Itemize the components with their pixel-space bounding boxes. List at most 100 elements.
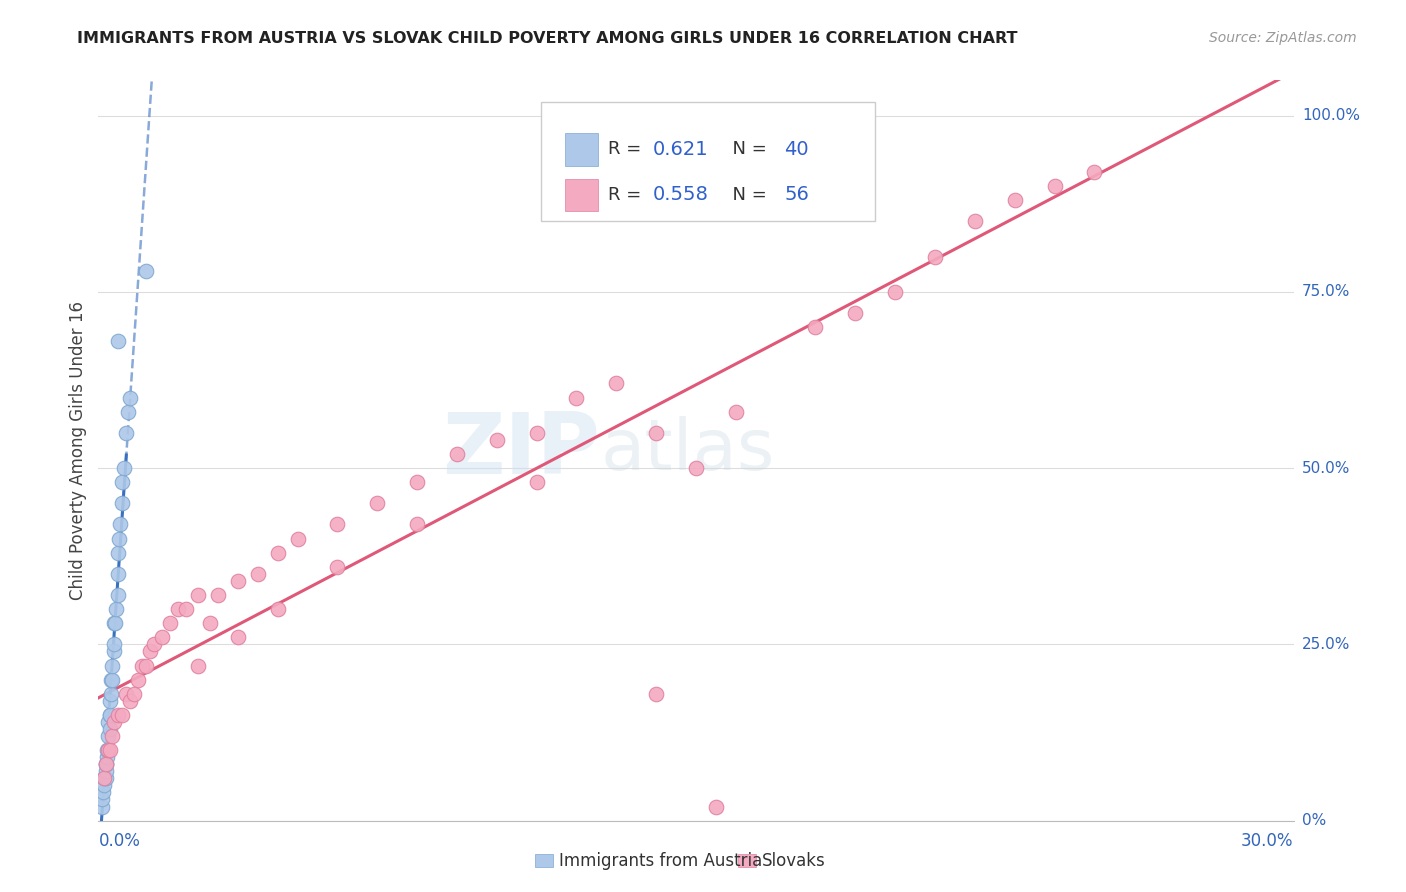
Text: 50.0%: 50.0% [1302, 460, 1350, 475]
Point [107, 707, 129, 722]
Point [226, 630, 249, 644]
Point [187, 658, 209, 673]
Point [96, 743, 118, 757]
Point [139, 644, 162, 658]
Point [97, 714, 120, 729]
Point [98, 743, 122, 757]
Point [704, 799, 727, 814]
Bar [534, 854, 553, 867]
Text: N =: N = [721, 186, 772, 204]
Point [103, 644, 125, 658]
Text: R =: R = [607, 186, 647, 204]
Point [90, 799, 112, 814]
Point [100, 687, 122, 701]
Text: 30.0%: 30.0% [1241, 831, 1294, 850]
Point [326, 559, 349, 574]
Point [120, 694, 142, 708]
Point [103, 616, 125, 631]
Point [267, 602, 290, 616]
Point [107, 588, 129, 602]
Point [685, 461, 707, 475]
Text: 25.0%: 25.0% [1302, 637, 1350, 652]
Point [96, 750, 118, 764]
Point [103, 637, 125, 651]
Point [526, 425, 548, 440]
Text: ZIP: ZIP [443, 409, 600, 492]
Point [124, 687, 146, 701]
Point [446, 447, 468, 461]
Point [131, 658, 153, 673]
Point [98, 707, 122, 722]
Point [884, 285, 907, 299]
Text: Immigrants from Austria: Immigrants from Austria [558, 852, 762, 870]
Point [226, 574, 249, 588]
Bar [738, 854, 756, 867]
Point [97, 743, 120, 757]
Point [104, 616, 127, 631]
Bar [565, 178, 598, 211]
Text: N =: N = [721, 140, 772, 158]
Point [526, 475, 548, 490]
Point [1083, 165, 1105, 179]
Text: 0.0%: 0.0% [98, 831, 141, 850]
Point [246, 566, 269, 581]
Point [724, 405, 747, 419]
Point [115, 425, 138, 440]
FancyBboxPatch shape [541, 103, 876, 221]
Point [605, 376, 627, 391]
Point [174, 602, 197, 616]
Text: 0.558: 0.558 [652, 186, 709, 204]
Point [101, 658, 124, 673]
Text: IMMIGRANTS FROM AUSTRIA VS SLOVAK CHILD POVERTY AMONG GIRLS UNDER 16 CORRELATION: IMMIGRANTS FROM AUSTRIA VS SLOVAK CHILD … [77, 31, 1018, 46]
Point [101, 729, 124, 743]
Point [107, 566, 129, 581]
Bar [565, 133, 598, 166]
Text: 56: 56 [785, 186, 810, 204]
Point [101, 673, 124, 687]
Point [1004, 193, 1026, 207]
Point [565, 391, 588, 405]
Point [267, 546, 290, 560]
Point [924, 250, 946, 264]
Point [94, 757, 117, 772]
Point [765, 109, 787, 123]
Point [645, 687, 668, 701]
Point [110, 496, 132, 510]
Point [107, 546, 129, 560]
Point [93, 778, 115, 792]
Text: atlas: atlas [600, 416, 775, 485]
Point [91, 792, 114, 806]
Point [326, 517, 349, 532]
Text: 0%: 0% [1302, 814, 1326, 828]
Point [105, 602, 128, 616]
Point [198, 616, 221, 631]
Point [135, 263, 157, 277]
Point [159, 616, 181, 631]
Text: 40: 40 [785, 140, 808, 159]
Text: Source: ZipAtlas.com: Source: ZipAtlas.com [1209, 31, 1357, 45]
Point [98, 722, 121, 736]
Text: 100.0%: 100.0% [1302, 108, 1360, 123]
Point [207, 588, 229, 602]
Point [485, 433, 508, 447]
Y-axis label: Child Poverty Among Girls Under 16: Child Poverty Among Girls Under 16 [69, 301, 87, 600]
Point [127, 673, 149, 687]
Point [112, 461, 135, 475]
Point [120, 391, 142, 405]
Text: R =: R = [607, 140, 647, 158]
Point [97, 729, 120, 743]
Point [107, 334, 129, 348]
Point [96, 764, 118, 779]
Text: Slovaks: Slovaks [762, 852, 825, 870]
Point [844, 306, 866, 320]
Text: 75.0%: 75.0% [1302, 285, 1350, 300]
Point [98, 694, 122, 708]
Point [96, 757, 118, 772]
Point [366, 496, 388, 510]
Point [111, 475, 134, 490]
Point [91, 785, 114, 799]
Point [187, 588, 209, 602]
Point [406, 475, 429, 490]
Point [103, 714, 125, 729]
Point [963, 214, 986, 228]
